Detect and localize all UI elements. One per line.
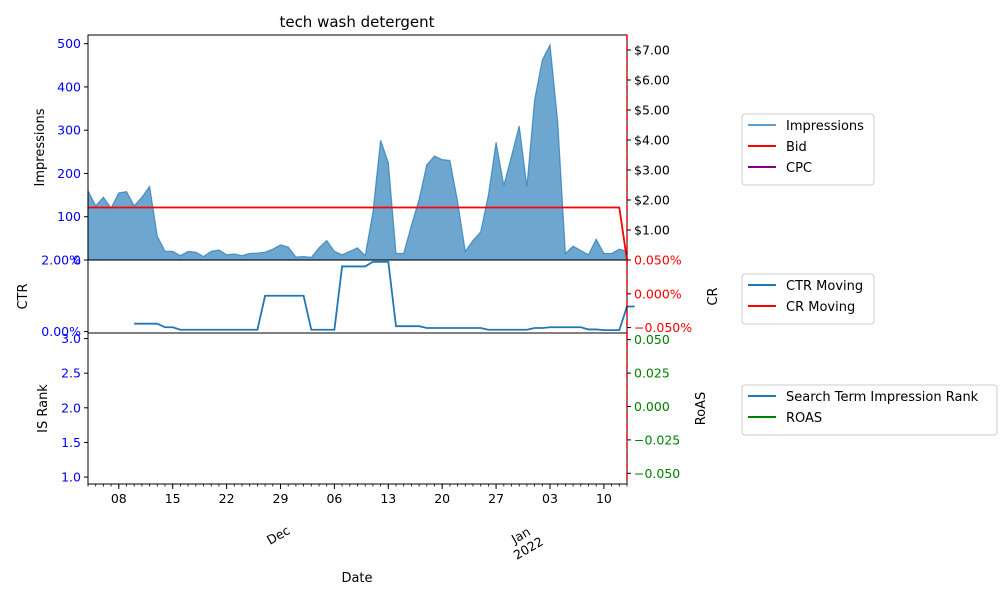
legend-label: Search Term Impression Rank: [786, 390, 979, 405]
y2-tick-label: 0.050%: [634, 253, 682, 268]
x-tick-label: 03: [542, 491, 558, 506]
y2-tick-label: $5.00: [634, 103, 670, 118]
x-tick-label: 06: [326, 491, 342, 506]
y-tick-label: 3.0: [61, 331, 81, 346]
y-tick-label: 1.0: [61, 470, 81, 485]
legends: Impressions Bid CPC CTR Moving CR Moving Sear…: [741, 113, 998, 436]
y2-tick-label: $1.00: [634, 223, 670, 238]
x-tick-label: 08: [111, 491, 127, 506]
y2-tick-label: $3.00: [634, 163, 670, 178]
series-line-bid: [88, 206, 628, 261]
x-tick-label: 22: [219, 491, 235, 506]
y-tick-label: 300: [57, 123, 81, 138]
legend-box: [741, 384, 998, 436]
y-tick-label: 0.00%: [41, 324, 81, 339]
y2-axis-label: RoAS: [694, 392, 709, 426]
y2-tick-label: $2.00: [634, 193, 670, 208]
legend-label: Impressions: [786, 119, 864, 134]
x-tick-label: 29: [273, 491, 289, 506]
ctr-panel: 0.00% 2.00% −0.050% 0.000% 0.050% CTR CR: [16, 253, 721, 340]
is-rank-panel: 1.0 1.5 2.0 2.5 3.0 −0.050 −0.025 0.000 0.025 0.0…: [36, 331, 709, 485]
axes-frame: [87, 259, 628, 334]
y2-tick-label: −0.050: [634, 466, 680, 481]
x-month-label: Dec: [264, 523, 293, 548]
y2-tick-label: −0.025: [634, 432, 680, 447]
legend-label: CPC: [786, 161, 812, 176]
x-tick-label: 15: [165, 491, 181, 506]
y2-tick-label: $4.00: [634, 133, 670, 148]
y2-tick-label: −0.050%: [634, 320, 692, 335]
y2-axis-label: CR: [706, 287, 721, 305]
y-tick-label: 0: [73, 253, 81, 268]
y2-tick-label: 0.000%: [634, 286, 682, 301]
x-tick-label: 13: [380, 491, 396, 506]
y-tick-label: 400: [57, 79, 81, 94]
legend-box: [741, 273, 875, 325]
legend-label: CR Moving: [786, 300, 855, 315]
y-tick-label: 200: [57, 166, 81, 181]
y2-tick-label: $7.00: [634, 43, 670, 58]
y2-tick-label: $6.00: [634, 73, 670, 88]
impressions-panel: 0 100 200 300 400 500 $1.00 $2.00 $3.00 $4.00 $5.0…: [33, 34, 670, 268]
impressions-area: [87, 42, 628, 261]
x-month-label: Jan2022: [503, 521, 546, 563]
legend-label: ROAS: [786, 411, 822, 426]
y-axis-label: Impressions: [33, 108, 48, 186]
y-tick-label: 2.5: [61, 366, 81, 381]
y-tick-label: 500: [57, 36, 81, 51]
y2-tick-label: 0.050: [634, 332, 670, 347]
x-tick-label: 10: [596, 491, 612, 506]
y-tick-label: 2.00%: [41, 253, 81, 268]
y-tick-label: 100: [57, 209, 81, 224]
y-tick-label: 2.0: [61, 400, 81, 415]
y-tick-label: 1.5: [61, 435, 81, 450]
chart-title: tech wash detergent: [279, 13, 434, 31]
legend-label: CTR Moving: [786, 279, 863, 294]
y2-tick-label: 0.000: [634, 399, 670, 414]
x-axis-label: Date: [341, 571, 372, 586]
axes-frame: [87, 332, 628, 485]
legend-label: Bid: [786, 140, 807, 155]
x-tick-label: 20: [434, 491, 450, 506]
y-axis-label: CTR: [16, 283, 31, 309]
date-axis: 08 15 22 29 06 13 20 27 03 10 Dec Jan2022: [87, 484, 628, 563]
series-line-ctr-moving: [134, 260, 635, 332]
y2-tick-label: 0.025: [634, 366, 670, 381]
y-axis-label: IS Rank: [36, 384, 51, 433]
x-tick-label: 27: [488, 491, 504, 506]
